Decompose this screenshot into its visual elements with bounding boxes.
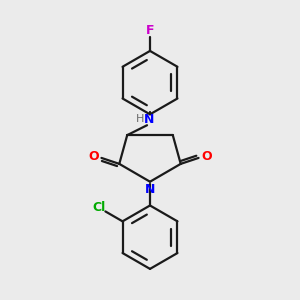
Text: F: F xyxy=(146,24,154,37)
Text: O: O xyxy=(201,150,212,164)
Text: O: O xyxy=(88,150,99,164)
Text: Cl: Cl xyxy=(93,201,106,214)
Text: H: H xyxy=(136,114,144,124)
Text: N: N xyxy=(145,183,155,196)
Text: N: N xyxy=(144,113,154,126)
